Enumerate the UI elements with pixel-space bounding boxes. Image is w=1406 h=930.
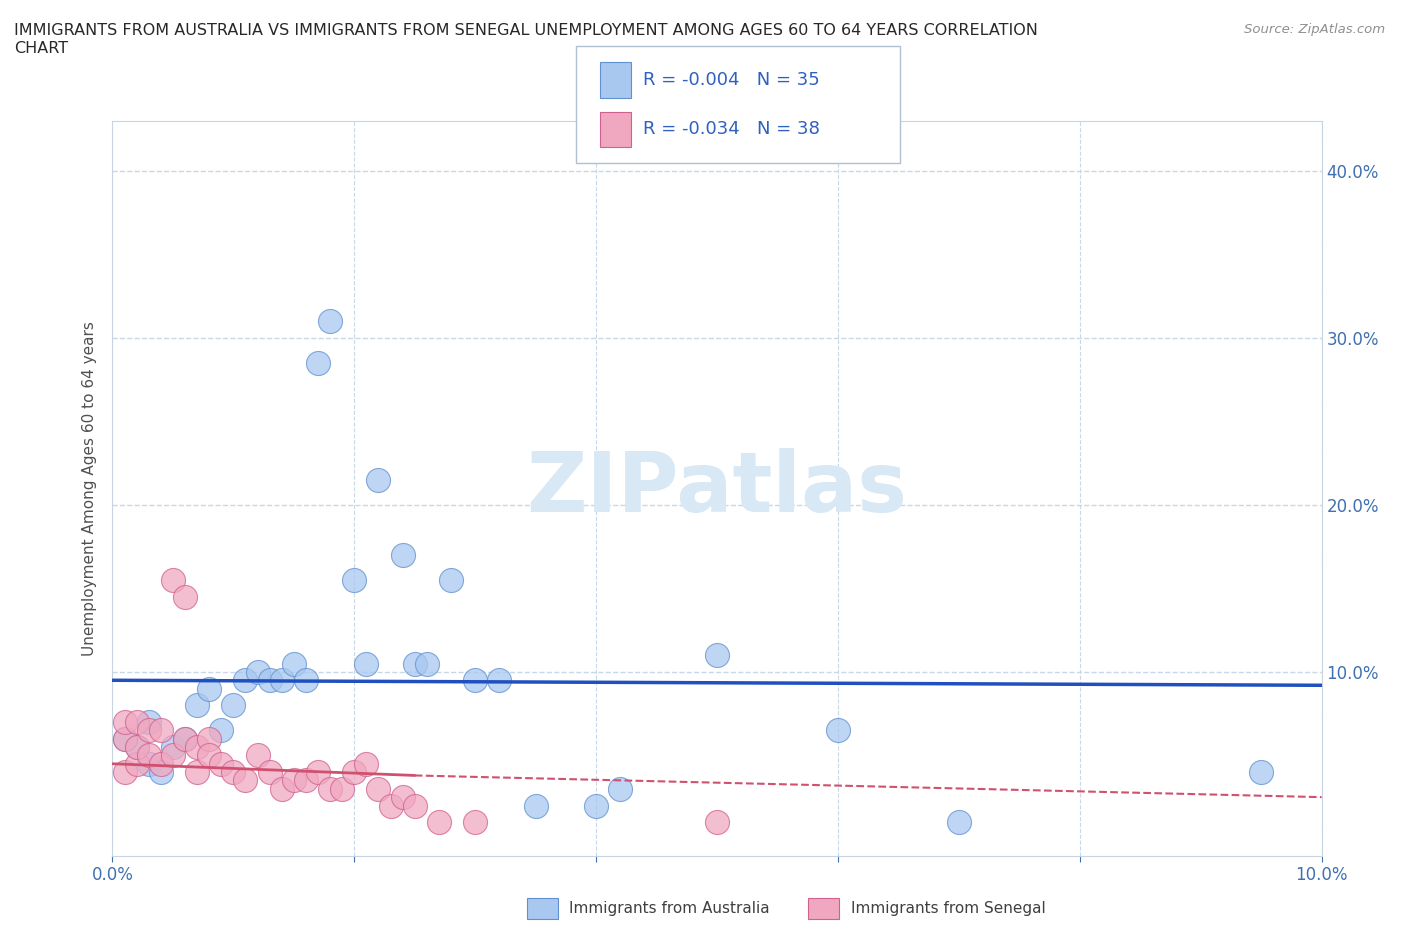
Point (440, 573, 463, 588)
Point (343, 573, 366, 588)
Point (270, 672, 292, 687)
Point (138, 714, 160, 729)
Point (706, 815, 728, 830)
Point (222, 764, 245, 779)
Point (162, 573, 184, 588)
Point (319, 313, 342, 328)
Point (706, 648, 728, 663)
Point (198, 731, 221, 746)
Point (114, 764, 136, 779)
Point (391, 790, 413, 804)
Point (114, 714, 136, 729)
Point (186, 739, 208, 754)
Point (125, 739, 148, 754)
Point (1250, 764, 1272, 779)
Point (125, 756, 148, 771)
Point (209, 756, 232, 771)
Text: Immigrants from Senegal: Immigrants from Senegal (851, 901, 1046, 916)
Point (186, 698, 208, 712)
Point (270, 781, 292, 796)
Text: Source: ZipAtlas.com: Source: ZipAtlas.com (1244, 23, 1385, 36)
Point (186, 764, 208, 779)
Point (464, 672, 486, 687)
Point (246, 748, 269, 763)
Point (283, 773, 305, 788)
Point (198, 681, 221, 696)
Point (404, 798, 426, 813)
Point (149, 723, 172, 737)
Point (356, 756, 378, 771)
Point (524, 798, 547, 813)
Point (259, 764, 281, 779)
Point (138, 756, 160, 771)
Point (391, 548, 413, 563)
Point (235, 773, 257, 788)
Point (162, 748, 184, 763)
Point (609, 781, 631, 796)
Point (125, 714, 148, 729)
Point (222, 698, 245, 712)
Point (380, 798, 402, 813)
Point (404, 657, 426, 671)
Point (125, 739, 148, 754)
Point (343, 764, 366, 779)
Point (149, 756, 172, 771)
Point (198, 748, 221, 763)
Point (149, 764, 172, 779)
Point (295, 672, 318, 687)
Point (283, 657, 305, 671)
Point (246, 664, 269, 679)
Point (367, 781, 389, 796)
Point (464, 815, 486, 830)
Point (416, 657, 439, 671)
Point (307, 355, 329, 370)
Point (488, 672, 510, 687)
Text: Immigrants from Australia: Immigrants from Australia (569, 901, 770, 916)
Text: R = -0.034   N = 38: R = -0.034 N = 38 (643, 120, 820, 139)
Point (235, 672, 257, 687)
Point (948, 815, 970, 830)
Point (356, 657, 378, 671)
Point (114, 731, 136, 746)
Point (138, 723, 160, 737)
Point (114, 731, 136, 746)
Point (174, 731, 197, 746)
Point (367, 472, 389, 487)
Point (330, 781, 353, 796)
Point (827, 723, 849, 737)
Point (307, 764, 329, 779)
Point (174, 590, 197, 604)
Text: R = -0.004   N = 35: R = -0.004 N = 35 (643, 71, 820, 89)
Point (162, 739, 184, 754)
Point (319, 781, 342, 796)
Text: ZIPatlas: ZIPatlas (527, 447, 907, 529)
Y-axis label: Unemployment Among Ages 60 to 64 years: Unemployment Among Ages 60 to 64 years (82, 321, 97, 656)
Point (209, 723, 232, 737)
Point (138, 748, 160, 763)
Text: IMMIGRANTS FROM AUSTRALIA VS IMMIGRANTS FROM SENEGAL UNEMPLOYMENT AMONG AGES 60 : IMMIGRANTS FROM AUSTRALIA VS IMMIGRANTS … (14, 23, 1038, 56)
Point (259, 672, 281, 687)
Point (174, 731, 197, 746)
Point (295, 773, 318, 788)
Point (427, 815, 450, 830)
Point (585, 798, 607, 813)
